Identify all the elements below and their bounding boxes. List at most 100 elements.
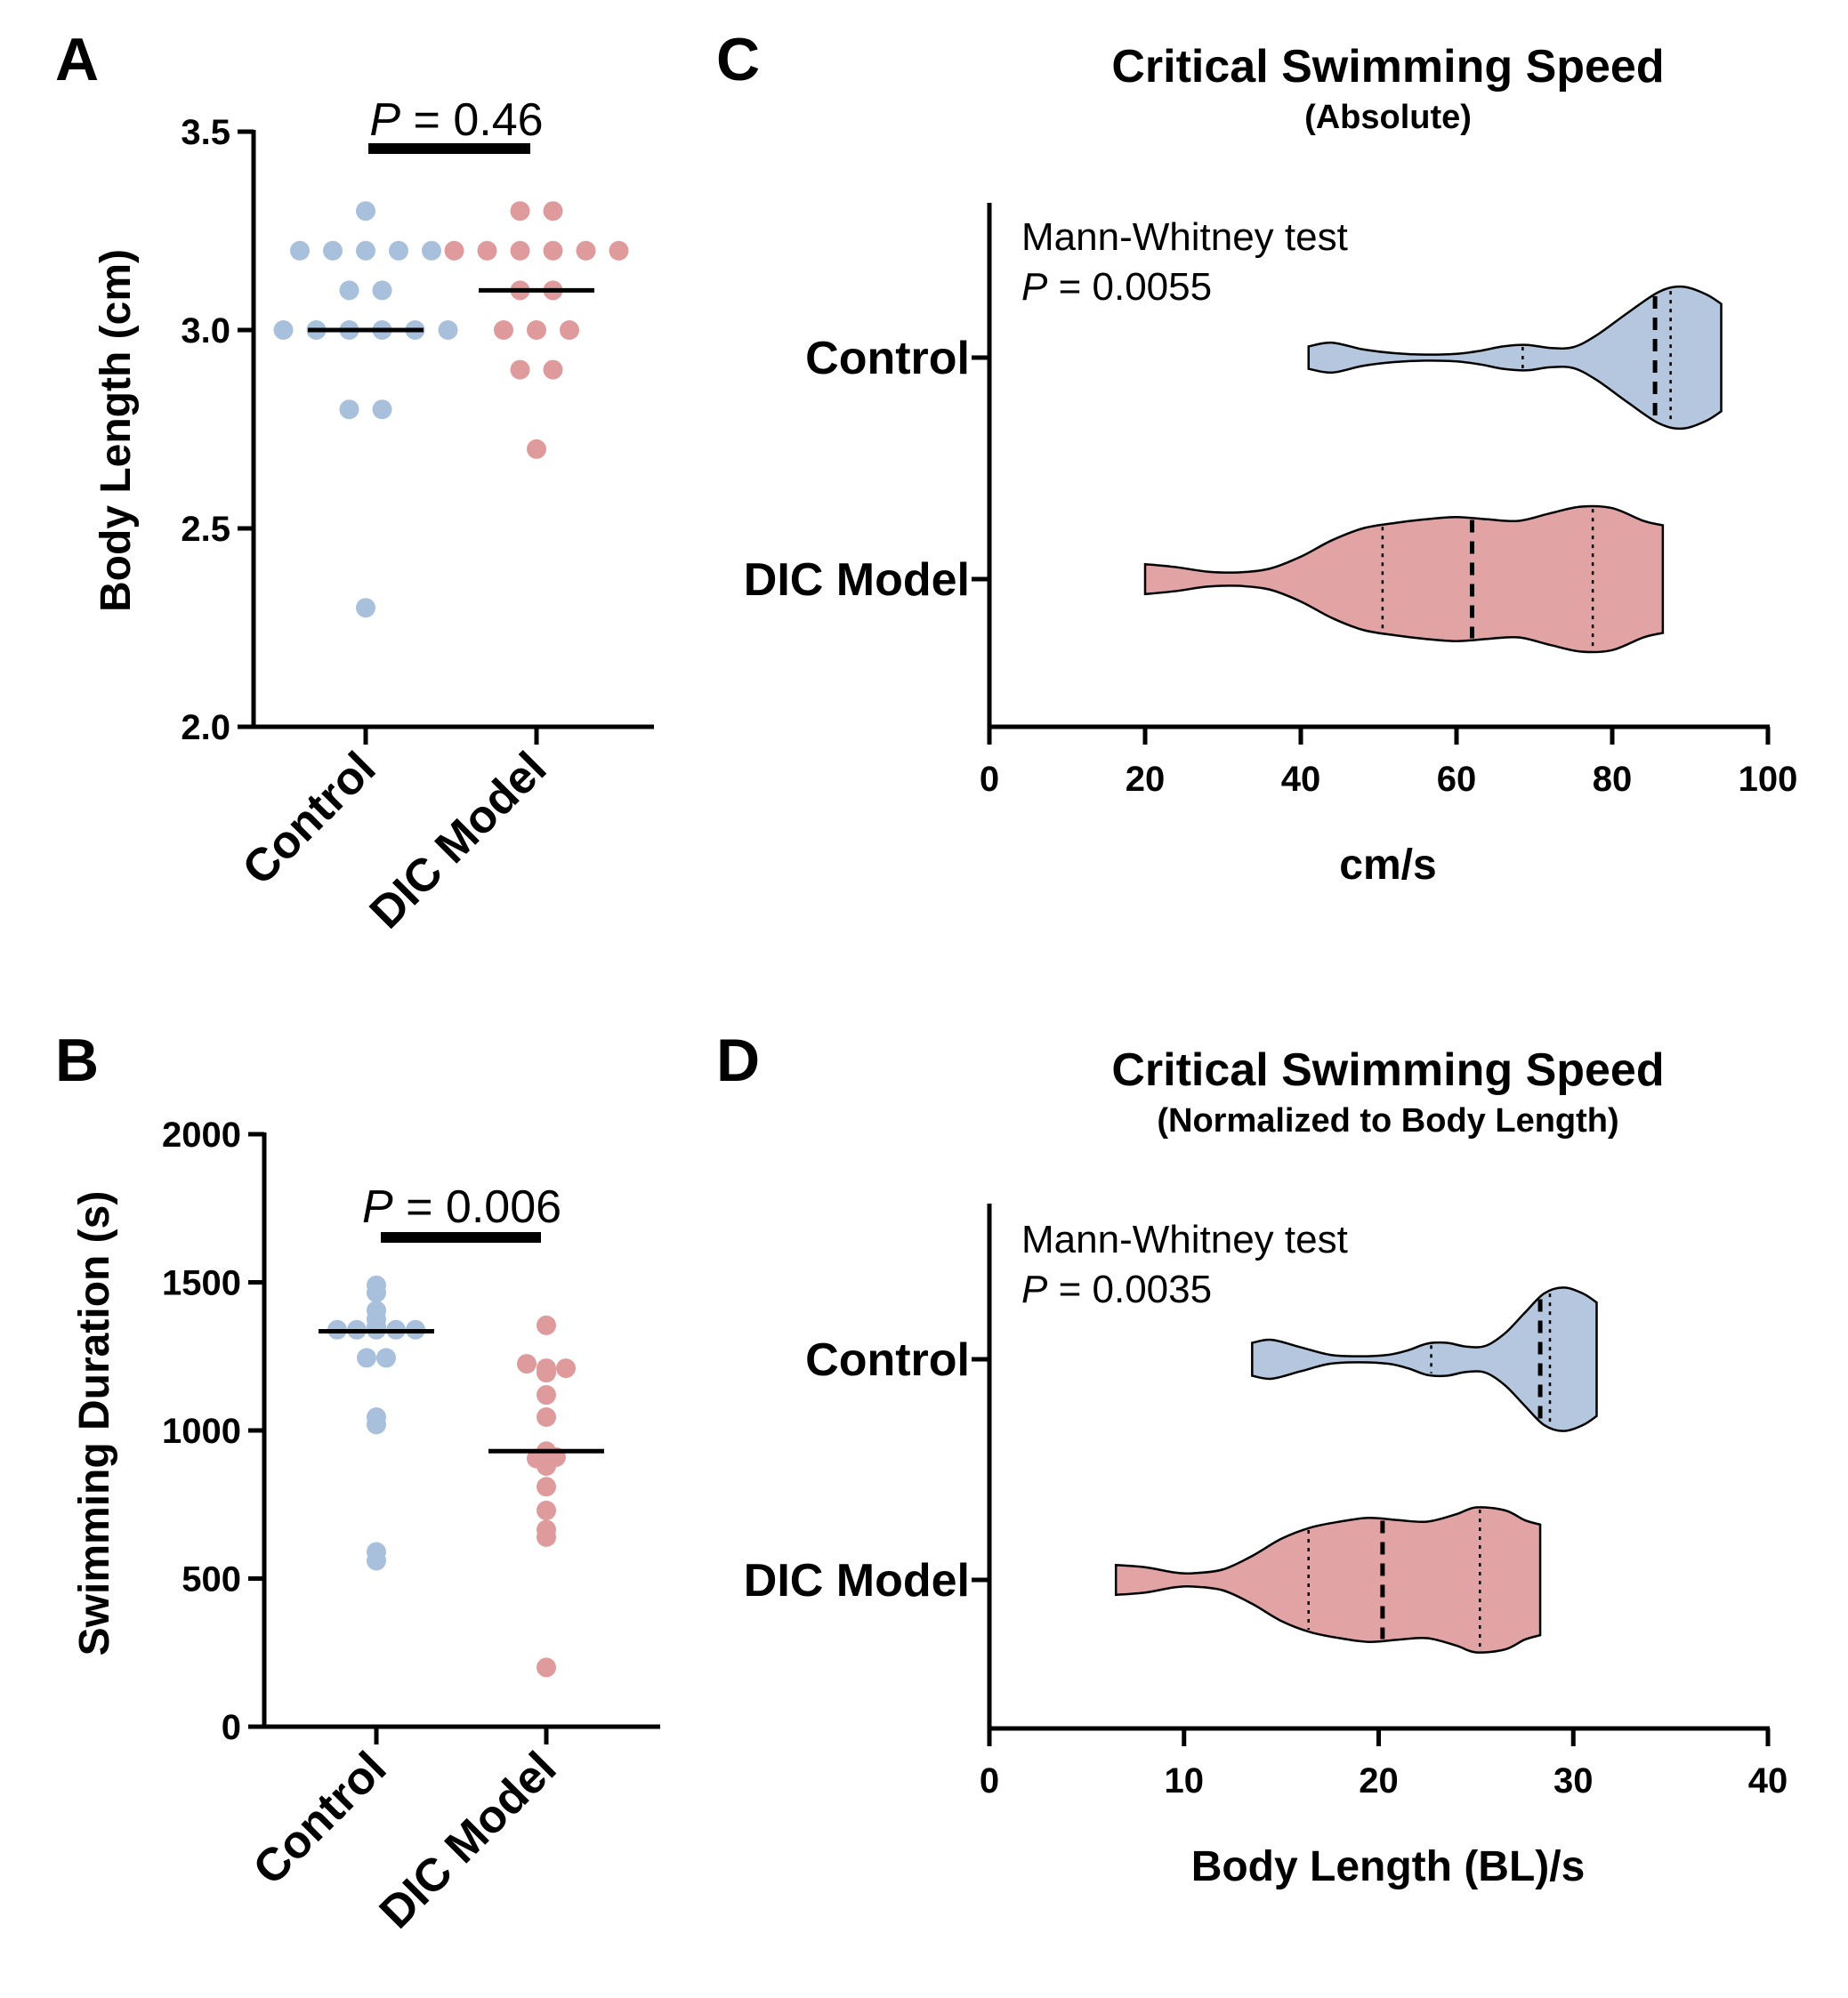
- x-tick-label: Control: [244, 1742, 397, 1895]
- data-point-dic-model: [444, 240, 464, 261]
- data-point-dic-model: [537, 1407, 556, 1428]
- x-tick-label: 20: [1126, 760, 1166, 799]
- data-point-control: [357, 1348, 376, 1368]
- data-point-control: [356, 240, 375, 261]
- data-point-dic-model: [527, 320, 546, 340]
- violin-dic-model: [1143, 504, 1665, 654]
- x-tick-label: 30: [1553, 1761, 1594, 1801]
- y-tick-label: 2000: [162, 1116, 241, 1155]
- y-category-label: DIC Model: [744, 1555, 970, 1607]
- data-point-dic-model: [477, 240, 497, 261]
- data-point-control: [389, 240, 408, 261]
- p-value-annotation: P = 0.46: [369, 94, 543, 146]
- y-axis-title: Body Length (cm): [93, 249, 140, 612]
- y-tick-label: 3.5: [181, 113, 230, 152]
- data-point-control: [323, 240, 343, 261]
- y-category-label: DIC Model: [744, 554, 970, 606]
- panel-letter-a: A: [55, 26, 99, 93]
- x-tick-label: Control: [233, 742, 386, 895]
- data-point-dic-model: [537, 1500, 556, 1520]
- p-value-annotation: P = 0.0055: [1021, 265, 1212, 309]
- x-tick-label: 0: [980, 1761, 999, 1801]
- x-axis-title: Body Length (BL)/s: [1191, 1843, 1586, 1890]
- data-point-control: [422, 240, 441, 261]
- test-name: Mann-Whitney test: [1021, 1218, 1348, 1261]
- y-axis-title: Swimming Duration (s): [71, 1191, 118, 1656]
- x-tick-label: 20: [1359, 1761, 1399, 1801]
- x-tick-label: 0: [980, 760, 999, 799]
- data-point-dic-model: [494, 320, 513, 340]
- data-point-dic-model: [537, 1455, 556, 1476]
- y-tick-label: 2.0: [181, 708, 230, 747]
- panel-c-chart: Critical Swimming Speed (Absolute) Mann-…: [744, 41, 1798, 889]
- p-value-text: = 0.46: [400, 94, 543, 146]
- data-point-dic-model: [609, 240, 629, 261]
- data-point-dic-model: [543, 240, 563, 261]
- data-point-control: [372, 399, 392, 420]
- data-point-dic-model: [537, 1363, 556, 1383]
- p-symbol: P: [362, 1181, 393, 1233]
- data-point-dic-model: [517, 1354, 537, 1374]
- data-point-dic-model: [537, 1385, 556, 1406]
- data-point-control: [356, 598, 375, 618]
- data-point-control: [339, 280, 359, 301]
- data-point-dic-model: [576, 240, 596, 261]
- data-point-dic-model: [510, 201, 530, 222]
- data-point-control: [339, 399, 359, 420]
- data-point-control: [273, 320, 294, 340]
- p-value-annotation: P = 0.006: [362, 1181, 561, 1233]
- y-tick-label: 500: [182, 1560, 241, 1599]
- chart-subtitle: (Normalized to Body Length): [1157, 1102, 1618, 1140]
- data-point-control: [376, 1348, 396, 1368]
- x-tick-label: 10: [1165, 1761, 1205, 1801]
- data-point-control: [438, 320, 458, 340]
- data-point-control: [290, 240, 310, 261]
- data-point-control: [356, 201, 375, 222]
- data-point-dic-model: [543, 201, 563, 222]
- chart-title: Critical Swimming Speed: [1111, 41, 1664, 93]
- p-symbol: P: [1021, 1268, 1048, 1311]
- p-value-text: = 0.0055: [1047, 265, 1212, 309]
- data-point-dic-model: [537, 1527, 556, 1547]
- panel-letter-c: C: [716, 26, 760, 93]
- y-category-label: Control: [805, 333, 970, 384]
- x-tick-label: 60: [1437, 760, 1477, 799]
- x-tick-label: 80: [1593, 760, 1633, 799]
- y-tick-label: 3.0: [181, 311, 230, 350]
- data-point-dic-model: [510, 359, 530, 380]
- violin-control: [1251, 1286, 1598, 1432]
- data-point-control: [372, 280, 392, 301]
- data-point-dic-model: [527, 439, 546, 459]
- y-tick-label: 0: [222, 1708, 241, 1747]
- data-point-dic-model: [537, 1315, 556, 1335]
- x-tick-label: DIC Model: [360, 742, 557, 939]
- x-tick-label: 40: [1748, 1761, 1788, 1801]
- violin-control: [1307, 285, 1723, 431]
- data-point-control: [367, 1414, 386, 1435]
- chart-subtitle: (Absolute): [1304, 99, 1472, 136]
- panel-letter-b: B: [55, 1027, 99, 1094]
- data-point-dic-model: [510, 240, 530, 261]
- p-value-text: = 0.0035: [1047, 1268, 1212, 1311]
- p-symbol: P: [1021, 265, 1048, 309]
- data-point-dic-model: [543, 359, 563, 380]
- test-name: Mann-Whitney test: [1021, 215, 1348, 259]
- x-tick-label: 40: [1281, 760, 1321, 799]
- y-tick-label: 1500: [162, 1264, 241, 1303]
- chart-title: Critical Swimming Speed: [1111, 1044, 1664, 1096]
- p-value-annotation: P = 0.0035: [1021, 1268, 1212, 1311]
- y-category-label: Control: [805, 1334, 970, 1386]
- data-point-dic-model: [537, 1477, 556, 1497]
- y-tick-label: 2.5: [181, 510, 230, 549]
- y-tick-label: 1000: [162, 1412, 241, 1451]
- data-point-dic-model: [556, 1358, 576, 1379]
- data-point-control: [367, 1551, 386, 1571]
- panel-d-chart: Critical Swimming Speed (Normalized to B…: [744, 1044, 1787, 1890]
- panel-b-chart: Swimming Duration (s) P = 0.006 0 500 1000…: [71, 1116, 660, 1938]
- x-axis-title: cm/s: [1339, 842, 1436, 889]
- x-tick-label: 100: [1739, 760, 1798, 799]
- data-point-dic-model: [537, 1657, 556, 1678]
- p-symbol: P: [369, 94, 400, 146]
- x-tick-label: DIC Model: [370, 1742, 567, 1938]
